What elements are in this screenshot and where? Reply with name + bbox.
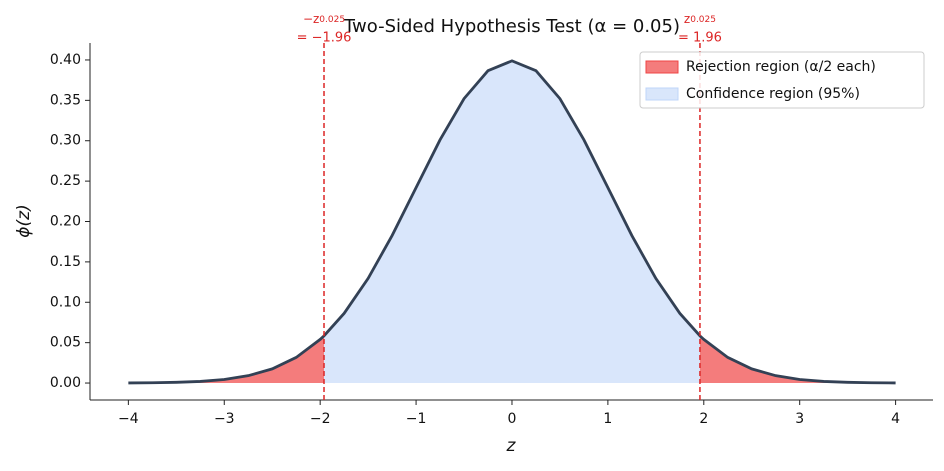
legend-label: Confidence region (95%): [686, 86, 860, 102]
y-tick-label: 0.10: [50, 294, 81, 310]
x-tick-label: 1: [603, 411, 612, 427]
x-tick-label: 0: [508, 411, 517, 427]
critical-symbol-sub: 0.025: [319, 15, 345, 25]
rejection-area: [699, 335, 896, 384]
critical-symbol-main: −z: [303, 12, 319, 26]
y-axis-label: ϕ(z): [14, 204, 34, 237]
critical-value-label: = −1.96: [297, 31, 352, 46]
x-tick-label: 3: [795, 411, 804, 427]
x-axis-label: z: [506, 436, 517, 456]
confidence-area: [324, 60, 700, 384]
critical-symbol: −z0.025: [303, 12, 345, 26]
y-tick-label: 0.30: [50, 133, 81, 149]
pdf-curve: [128, 59, 896, 385]
x-tick-label: 4: [891, 411, 900, 427]
critical-symbol-main: z: [684, 12, 690, 26]
critical-symbol-sub: 0.025: [690, 15, 716, 25]
chart-title: Two-Sided Hypothesis Test (α = 0.05): [343, 16, 680, 37]
y-tick-label: 0.15: [50, 254, 81, 270]
y-tick-label: 0.05: [50, 335, 81, 351]
x-tick-label: 2: [699, 411, 708, 427]
legend-label: Rejection region (α/2 each): [686, 59, 876, 75]
y-tick-label: 0.25: [50, 173, 81, 189]
y-tick-label: 0.40: [50, 52, 81, 68]
x-tick-label: −4: [118, 411, 139, 427]
rejection-area: [128, 335, 325, 384]
legend-swatch: [645, 60, 679, 74]
legend-box: [639, 51, 925, 109]
legend-swatch: [645, 87, 679, 101]
x-tick-label: −2: [310, 411, 331, 427]
y-tick-label: 0.35: [50, 92, 81, 108]
y-tick-label: 0.00: [50, 375, 81, 391]
x-tick-label: −1: [406, 411, 427, 427]
y-tick-label: 0.20: [50, 214, 81, 230]
critical-symbol: z0.025: [684, 12, 716, 26]
x-tick-label: −3: [214, 411, 235, 427]
critical-value-label: = 1.96: [678, 31, 722, 46]
